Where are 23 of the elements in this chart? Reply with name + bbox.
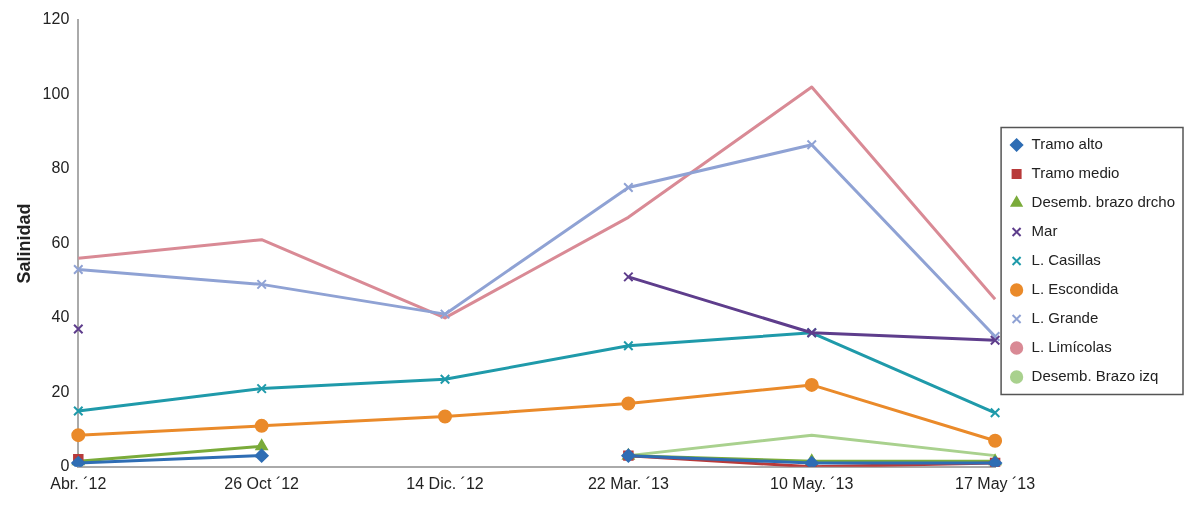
- x-tick-label: 10 May. ´13: [770, 474, 854, 492]
- x-tick-label: 26 Oct ´12: [224, 474, 300, 492]
- legend-label: Tramo medio: [1031, 164, 1120, 182]
- y-tick-label: 120: [42, 10, 70, 28]
- y-tick-label: 40: [51, 308, 70, 326]
- legend-label: L. Escondida: [1031, 280, 1119, 298]
- x-tick-label: 14 Dic. ´12: [406, 474, 484, 492]
- x-tick-label: 17 May ´13: [955, 474, 1036, 492]
- legend-label: Tramo alto: [1031, 135, 1103, 153]
- y-tick-label: 80: [51, 159, 70, 177]
- legend-label: Mar: [1031, 222, 1058, 240]
- y-tick-label: 100: [42, 84, 70, 102]
- legend-label: L. Limícolas: [1031, 338, 1112, 356]
- y-tick-label: 0: [60, 457, 70, 475]
- x-tick-label: 22 Mar. ´13: [587, 474, 669, 492]
- legend-label: Desemb. Brazo izq: [1031, 367, 1159, 385]
- y-axis-title: Salinidad: [13, 203, 34, 284]
- legend-label: Desemb. brazo drcho: [1031, 193, 1176, 211]
- y-tick-label: 20: [51, 382, 70, 400]
- legend-label: L. Grande: [1031, 309, 1099, 327]
- legend-label: L. Casillas: [1031, 251, 1101, 269]
- x-tick-label: Abr. ´12: [50, 474, 107, 492]
- y-tick-label: 60: [51, 233, 70, 251]
